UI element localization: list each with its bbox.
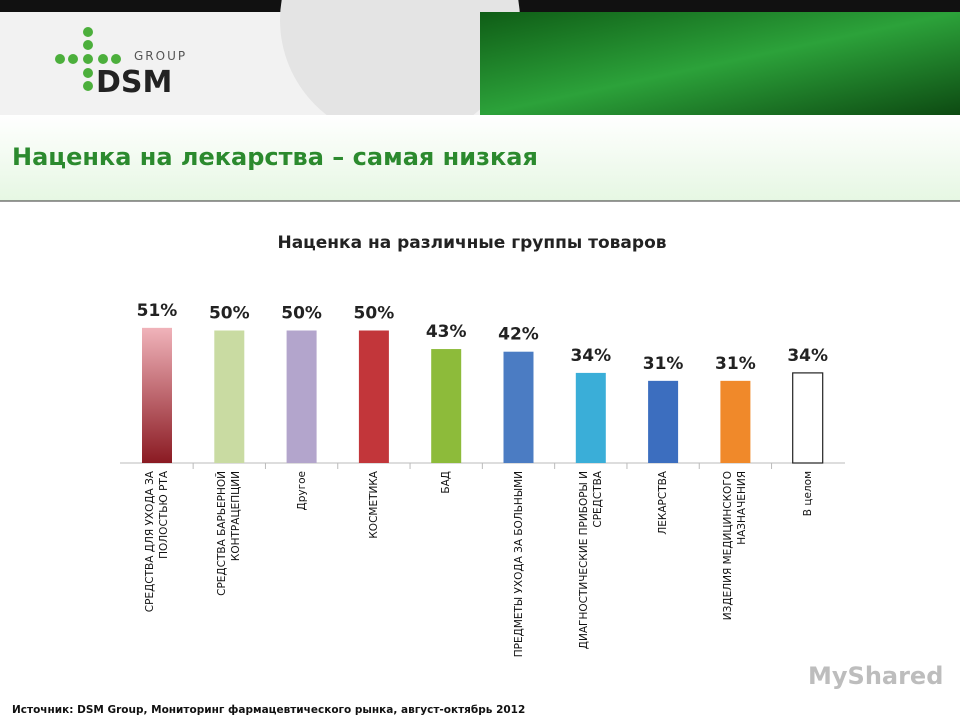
x-tick-label: ИЗДЕЛИЯ МЕДИЦИНСКОГО НАЗНАЧЕНИЯ [722,471,749,621]
value-label: 34% [787,346,828,366]
clock [280,0,520,140]
value-label: 43% [426,322,467,342]
value-label: 31% [643,354,684,374]
watermark: MyShared [808,662,943,690]
banner-right [480,12,960,115]
x-tick-label: БАД [440,471,453,494]
value-label: 31% [715,354,756,374]
bar [214,330,245,463]
bar [648,380,679,463]
logo-group: GROUP [134,49,187,63]
bar [720,380,751,463]
bar [792,372,824,464]
bar [575,372,606,463]
value-label: 34% [570,346,611,366]
title-band [0,115,960,201]
bar [431,349,462,463]
x-tick-label: ПРЕДМЕТЫ УХОДА ЗА БОЛЬНЫМИ [512,471,525,658]
logo-brand: DSM [96,65,172,100]
value-label: 42% [498,325,539,345]
bar [358,330,389,463]
bar [142,327,172,463]
x-tick-label: ЛЕКАРСТВА [657,471,670,535]
value-label: 50% [354,304,395,324]
logo-dots [55,27,121,91]
x-tick-label: СРЕДСТВА БАРЬЕРНОЙ КОНТРАЦЕПЦИИ [216,471,243,596]
slide-title: Наценка на лекарства – самая низкая [12,143,538,171]
value-label: 50% [281,304,322,324]
source: Источник: DSM Group, Мониторинг фармацев… [12,704,525,716]
value-label: 51% [137,301,178,321]
value-label: 50% [209,304,250,324]
x-tick-label: В целом [801,471,814,517]
x-tick-label: КОСМЕТИКА [367,471,380,539]
x-tick-label: Другое [295,471,308,511]
bar [286,330,317,463]
x-tick-label: ДИАГНОСТИЧЕСКИЕ ПРИБОРЫ И СРЕДСТВА [577,471,604,650]
bar [503,351,534,463]
chart-title: Наценка на различные группы товаров [277,233,666,253]
x-tick-label: СРЕДСТВА ДЛЯ УХОДА ЗА ПОЛОСТЬЮ РТА [144,471,170,613]
